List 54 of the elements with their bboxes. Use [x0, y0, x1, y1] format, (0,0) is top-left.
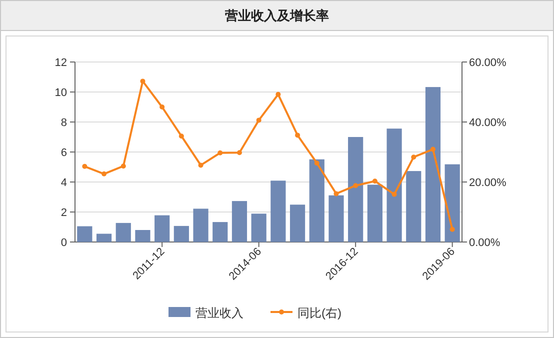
bar	[425, 87, 441, 242]
point	[295, 132, 300, 138]
point	[82, 164, 88, 169]
point	[314, 160, 320, 166]
bar	[386, 128, 402, 242]
point	[198, 162, 204, 168]
y2-tick-label: 0.00%	[469, 237, 500, 249]
point	[256, 118, 262, 123]
legend-label: 同比(右)	[298, 306, 342, 320]
y-tick-label: 0	[60, 237, 67, 249]
point	[218, 150, 223, 156]
bar	[154, 215, 170, 242]
point	[102, 171, 107, 176]
point	[450, 226, 455, 232]
bar	[77, 226, 92, 242]
point	[372, 178, 378, 184]
bar	[444, 164, 460, 242]
y-tick-label: 4	[60, 177, 67, 189]
y2-tick-label: 40.00%	[469, 117, 507, 129]
point	[140, 78, 146, 84]
bar	[212, 222, 228, 242]
bar	[309, 159, 324, 242]
legend-label: 营业收入	[196, 306, 244, 320]
bar	[348, 137, 364, 242]
chart-title: 营业收入及增长率	[224, 8, 329, 23]
point	[353, 183, 358, 188]
point	[430, 146, 436, 152]
bar	[193, 208, 208, 242]
point	[120, 164, 126, 169]
y-tick-label: 2	[60, 207, 67, 219]
bar	[367, 184, 382, 242]
y2-tick-label: 20.00%	[469, 177, 507, 189]
bar	[328, 195, 344, 242]
point	[236, 150, 242, 156]
point	[411, 154, 416, 160]
bar	[251, 214, 266, 242]
point	[160, 104, 165, 110]
bar	[406, 171, 422, 242]
point	[392, 192, 397, 197]
bar	[232, 201, 248, 242]
bar	[96, 234, 112, 242]
bar	[270, 180, 286, 242]
bar	[135, 230, 150, 242]
point	[334, 191, 339, 196]
y-tick-label: 10	[54, 87, 67, 99]
bar	[174, 226, 189, 242]
y-tick-label: 8	[60, 117, 67, 129]
bar	[290, 204, 306, 242]
bar	[116, 222, 131, 242]
y-tick-label: 6	[60, 147, 67, 159]
y2-tick-label: 60.00%	[469, 57, 507, 69]
y-tick-label: 12	[54, 57, 67, 69]
point	[276, 92, 281, 97]
point	[178, 134, 184, 139]
